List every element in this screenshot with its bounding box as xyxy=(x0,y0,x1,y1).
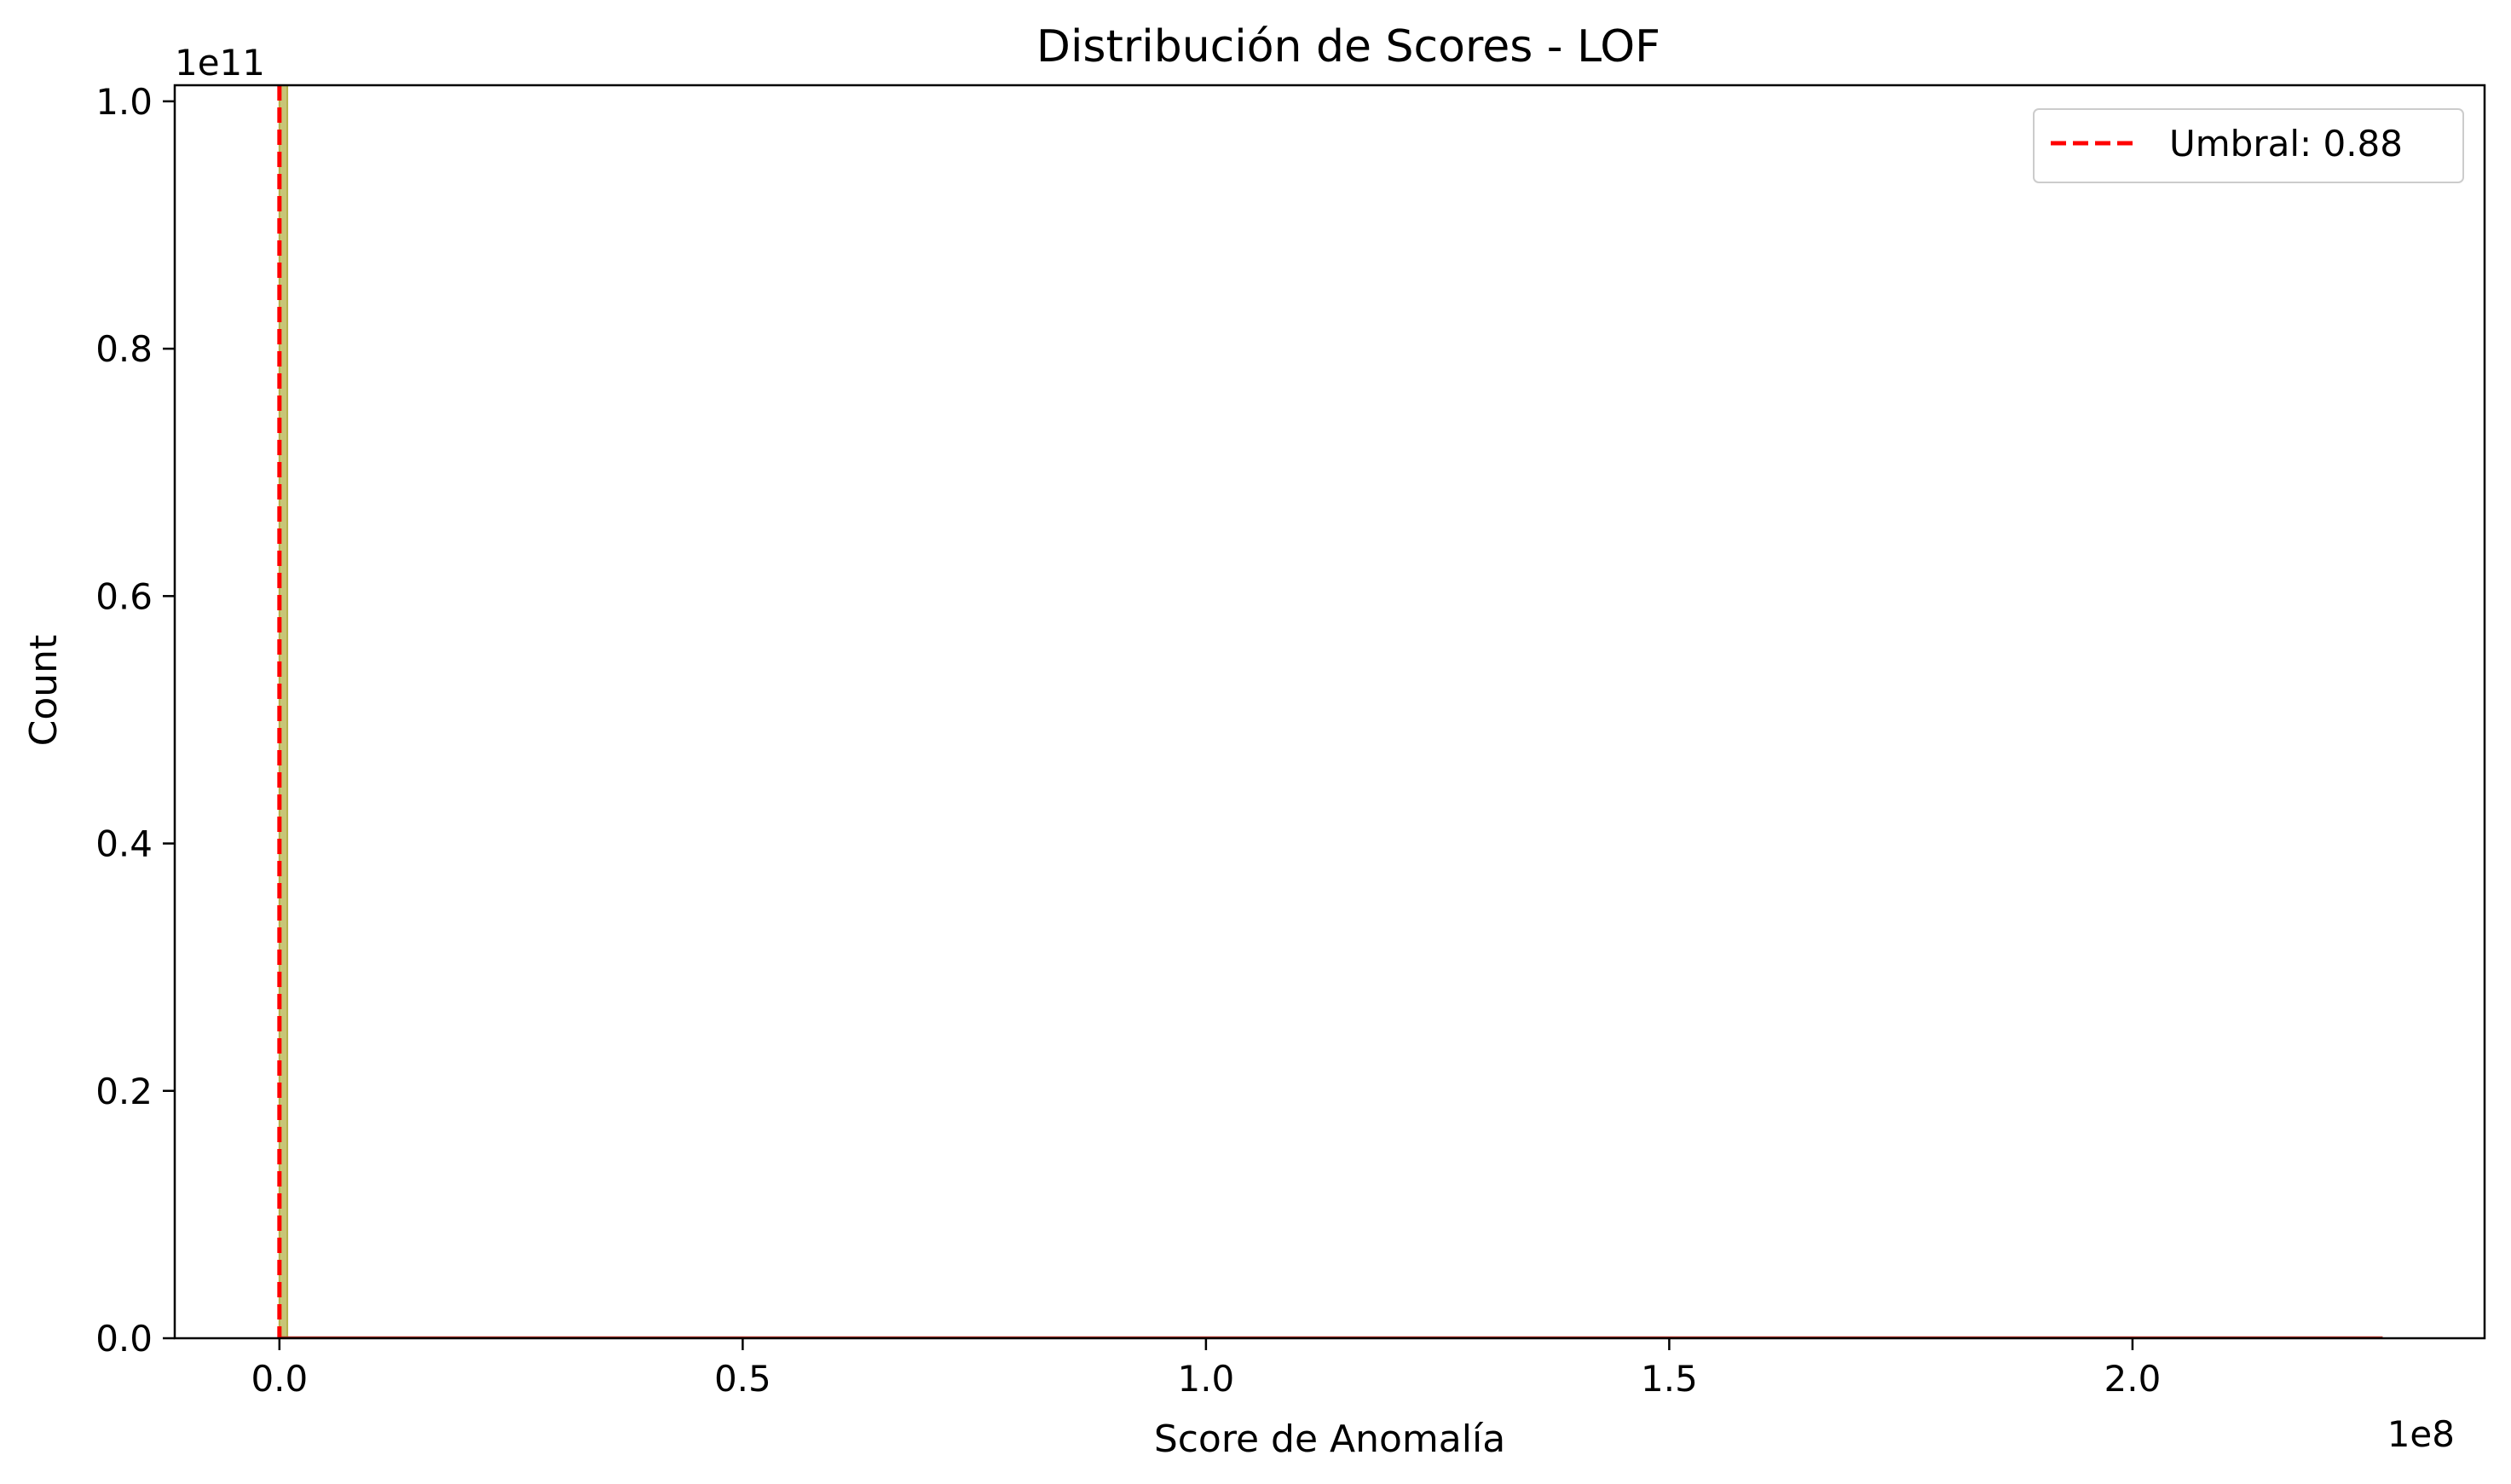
y-tick-label-2: 0.4 xyxy=(95,823,153,865)
x-tick-label-2: 1.0 xyxy=(1177,1358,1234,1400)
y-tick-label-0: 0.0 xyxy=(95,1318,153,1360)
x-tick-label-1: 0.5 xyxy=(714,1358,771,1400)
legend-frame xyxy=(2033,108,2464,183)
plot-area: 0.0 0.5 1.0 1.5 2.0 0.0 0.2 0.4 0.6 0.8 1.0 xyxy=(95,81,2486,1400)
x-axis-label: Score de Anomalía xyxy=(1154,1418,1505,1461)
x-axis-offset-text: 1e8 xyxy=(2387,1413,2455,1455)
y-axis-offset-text: 1e11 xyxy=(175,42,265,84)
x-tick-label-0: 0.0 xyxy=(251,1358,308,1400)
axes-frame xyxy=(173,84,2486,1340)
y-tick-label-4: 0.8 xyxy=(95,328,153,370)
y-axis-label: Count xyxy=(22,635,66,747)
legend-entry-threshold: Umbral: 0.88 xyxy=(2169,123,2403,165)
y-tick-label-1: 0.2 xyxy=(95,1071,153,1112)
y-tick-label-5: 1.0 xyxy=(95,81,153,123)
legend: Umbral: 0.88 xyxy=(2033,108,2464,183)
y-tick-label-3: 0.6 xyxy=(95,575,153,617)
chart-title: Distribución de Scores - LOF xyxy=(1036,21,1660,72)
x-tick-label-3: 1.5 xyxy=(1641,1358,1698,1400)
x-tick-label-4: 2.0 xyxy=(2104,1358,2162,1400)
